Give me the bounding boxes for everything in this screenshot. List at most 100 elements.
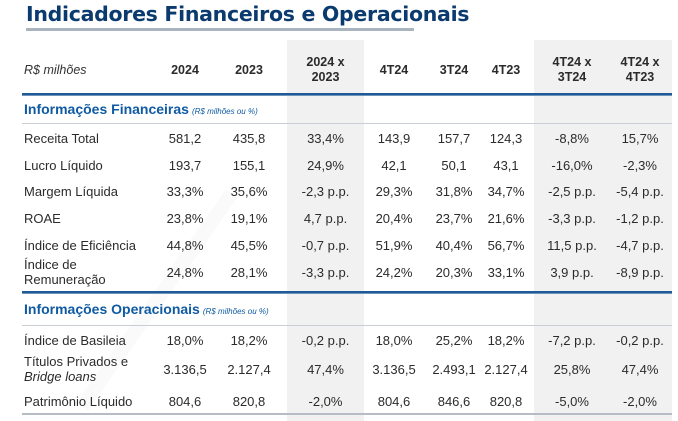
units-label: R$ milhões xyxy=(24,63,87,77)
cell-value: -7,2 p.p. xyxy=(548,333,596,348)
cell-value: -2,5 p.p. xyxy=(548,184,596,199)
cell-value: 124,3 xyxy=(489,131,523,146)
cell-value: 155,1 xyxy=(232,158,266,173)
row-label: Receita Total xyxy=(24,131,99,146)
cell-value: 56,7% xyxy=(487,238,525,253)
cell-value: -8,8% xyxy=(555,131,589,146)
section-title-financial: Informações Financeiras (R$ milhões ou %) xyxy=(24,101,258,117)
cell-value: 20,3% xyxy=(435,265,473,280)
cell-value: -16,0% xyxy=(551,158,593,173)
header-rule xyxy=(22,93,672,96)
cell-value: -5,0% xyxy=(555,394,589,409)
row-label: Margem Líquida xyxy=(24,184,118,199)
cell-value: -2,0% xyxy=(308,394,343,409)
cell-value: 18,2% xyxy=(230,333,268,348)
cell-value: 18,0% xyxy=(375,333,413,348)
cell-value: 44,8% xyxy=(166,238,204,253)
row-label: ROAE xyxy=(24,211,61,226)
column-header: 3T24 xyxy=(439,63,469,77)
cell-value: -3,3 p.p. xyxy=(301,265,350,280)
cell-value: 143,9 xyxy=(377,131,411,146)
cell-value: 23,7% xyxy=(435,211,473,226)
cell-value: 25,2% xyxy=(435,333,473,348)
cell-value: -2,3% xyxy=(623,158,657,173)
cell-value: 24,9% xyxy=(307,158,344,173)
section-separator-rule xyxy=(22,291,672,294)
cell-value: 2.127,4 xyxy=(227,362,271,377)
column-header: 2024 xyxy=(171,63,199,77)
column-header: 4T24 x 4T23 xyxy=(620,55,660,84)
cell-value: -2,3 p.p. xyxy=(301,184,350,199)
section-title-operational: Informações Operacionais (R$ milhões ou %… xyxy=(24,301,269,317)
section-rule xyxy=(22,123,672,124)
cell-value: 3.136,5 xyxy=(163,362,207,377)
cell-value: -5,4 p.p. xyxy=(616,184,664,199)
cell-value: 820,8 xyxy=(489,394,523,409)
cell-value: 804,6 xyxy=(377,394,411,409)
cell-value: 31,8% xyxy=(435,184,473,199)
cell-value: -0,2 p.p. xyxy=(616,333,664,348)
cell-value: 28,1% xyxy=(230,265,268,280)
cell-value: -8,9 p.p. xyxy=(616,265,664,280)
cell-value: 20,4% xyxy=(375,211,413,226)
cell-value: 18,2% xyxy=(487,333,525,348)
cell-value: 33,4% xyxy=(307,131,344,146)
cell-value: 24,8% xyxy=(166,265,204,280)
cell-value: 50,1 xyxy=(441,158,467,173)
cell-value: 23,8% xyxy=(166,211,204,226)
row-label: Índice de Basileia xyxy=(24,333,126,348)
cell-value: 15,7% xyxy=(621,131,659,146)
section-rule xyxy=(22,325,672,326)
cell-value: -2,0% xyxy=(623,394,657,409)
cell-value: 42,1 xyxy=(381,158,407,173)
cell-value: 47,4% xyxy=(621,362,659,377)
cell-value: 51,9% xyxy=(375,238,413,253)
title-underline xyxy=(26,28,414,31)
column-header: 4T24 xyxy=(379,63,409,77)
cell-value: 47,4% xyxy=(307,362,344,377)
row-label: Índice de Remuneração xyxy=(24,257,106,287)
cell-value: 21,6% xyxy=(487,211,525,226)
row-label: Índice de Eficiência xyxy=(24,238,137,253)
cell-value: 24,2% xyxy=(375,265,413,280)
column-header: 4T24 x 3T24 xyxy=(552,55,592,84)
cell-value: -1,2 p.p. xyxy=(616,211,664,226)
cell-value: -4,7 p.p. xyxy=(616,238,664,253)
cell-value: 804,6 xyxy=(168,394,202,409)
cell-value: 3.136,5 xyxy=(372,362,416,377)
table-bottom-rule xyxy=(22,413,672,415)
shaded-column-quarter-comparisons xyxy=(534,40,672,421)
cell-value: 435,8 xyxy=(232,131,266,146)
cell-value: -3,3 p.p. xyxy=(548,211,596,226)
cell-value: 846,6 xyxy=(437,394,471,409)
cell-value: 3,9 p.p. xyxy=(550,265,594,280)
cell-value: 2.493,1 xyxy=(432,362,476,377)
cell-value: 11,5 p.p. xyxy=(547,238,597,253)
cell-value: -0,2 p.p. xyxy=(301,333,350,348)
cell-value: 2.127,4 xyxy=(484,362,528,377)
cell-value: 40,4% xyxy=(435,238,473,253)
cell-value: 25,8% xyxy=(553,362,591,377)
cell-value: 34,7% xyxy=(487,184,525,199)
cell-value: 157,7 xyxy=(437,131,471,146)
cell-value: -0,7 p.p. xyxy=(301,238,350,253)
cell-value: 43,1 xyxy=(493,158,519,173)
cell-value: 581,2 xyxy=(168,131,202,146)
cell-value: 45,5% xyxy=(230,238,268,253)
cell-value: 35,6% xyxy=(230,184,268,199)
cell-value: 33,1% xyxy=(487,265,525,280)
row-label: Títulos Privados e Bridge loans xyxy=(24,354,129,384)
column-header: 4T23 xyxy=(491,63,521,77)
column-header: 2023 xyxy=(235,63,263,77)
cell-value: 193,7 xyxy=(168,158,202,173)
cell-value: 18,0% xyxy=(166,333,204,348)
column-header: 2024 x 2023 xyxy=(306,55,345,84)
shaded-column-2024-vs-2023 xyxy=(287,40,364,421)
cell-value: 820,8 xyxy=(232,394,266,409)
row-label: Lucro Líquido xyxy=(24,158,103,173)
cell-value: 33,3% xyxy=(166,184,204,199)
cell-value: 19,1% xyxy=(230,211,268,226)
cell-value: 29,3% xyxy=(375,184,413,199)
page-title: Indicadores Financeiros e Operacionais xyxy=(26,2,470,26)
cell-value: 4,7 p.p. xyxy=(303,211,348,226)
